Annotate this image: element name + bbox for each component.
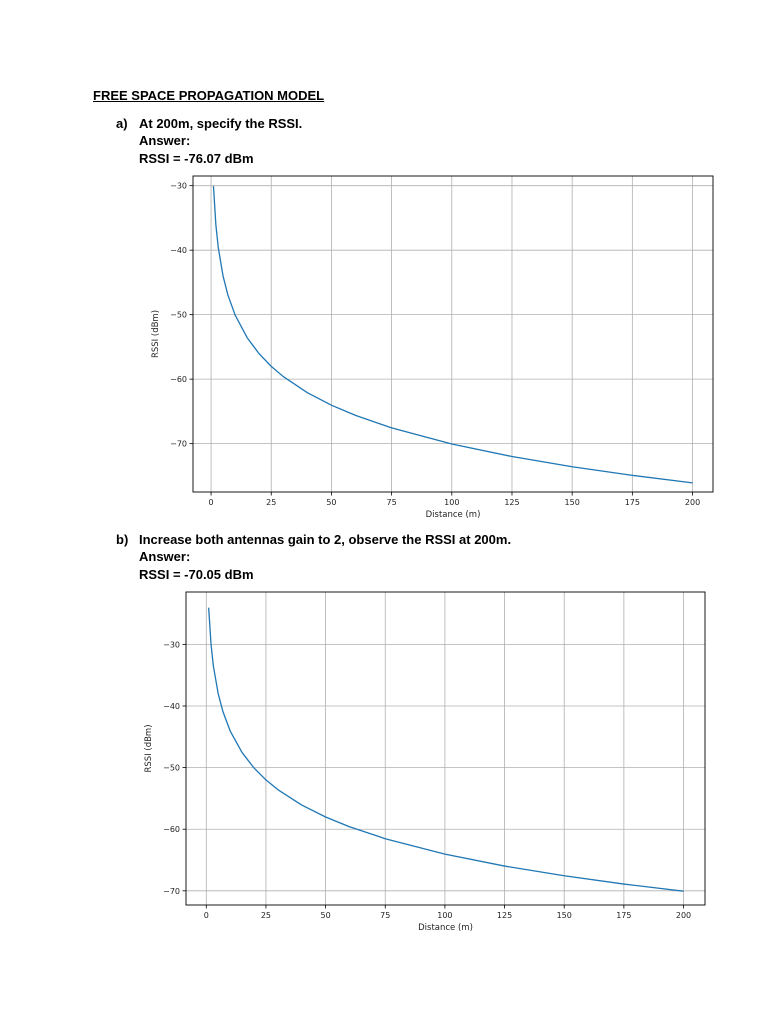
chart-a-xtick-label-4: 100 [444,498,459,507]
chart-a-xlabel: Distance (m) [426,510,481,520]
chart-b-ytick-label-4: −70 [163,887,180,896]
chart-a-ytick-label-4: −70 [170,440,187,449]
chart-b-xtick-label-3: 75 [380,911,390,920]
chart-b-series-line-0 [208,607,684,892]
question-b-text: Increase both antennas gain to 2, observ… [139,532,512,547]
chart-a-xtick-label-2: 50 [326,498,336,507]
chart-b-xtick-label-1: 25 [261,911,271,920]
chart-b-xtick-label-7: 175 [616,911,631,920]
question-b-answer: RSSI = -70.05 dBm [139,567,254,582]
document-title: FREE SPACE PROPAGATION MODEL [93,88,325,103]
chart-b-ytick-label-0: −30 [163,640,180,649]
question-b-answer-label: Answer: [139,549,191,564]
chart-b-ytick-label-3: −60 [163,825,180,834]
chart-a-xtick-label-8: 200 [685,498,700,507]
chart-a-xtick-label-7: 175 [625,498,640,507]
chart-b-xtick-label-0: 0 [204,911,209,920]
question-b-marker: b) [116,532,129,547]
chart-a-ytick-label-0: −30 [170,182,187,191]
chart-a-xtick-label-6: 150 [565,498,580,507]
question-a-answer-label: Answer: [139,133,191,148]
chart-a-frame [192,175,714,493]
question-a-marker: a) [116,116,128,131]
question-a-answer: RSSI = -76.07 dBm [139,151,254,166]
question-a-text: At 200m, specify the RSSI. [139,116,303,131]
chart-b-xtick-label-5: 125 [497,911,512,920]
chart-b-xlabel: Distance (m) [418,923,473,933]
chart-a-xtick-label-0: 0 [209,498,214,507]
chart-b-xtick-label-4: 100 [437,911,452,920]
chart-b-xtick-label-2: 50 [320,911,330,920]
chart-a-xtick-label-1: 25 [266,498,276,507]
chart-b-ylabel: RSSI (dBm) [144,724,154,772]
chart-a-ylabel: RSSI (dBm) [151,310,161,358]
chart-b-ytick-label-2: −50 [163,764,180,773]
chart-b-xtick-label-8: 200 [676,911,691,920]
chart-b-frame [185,591,706,906]
chart-a-ytick-label-2: −50 [170,311,187,320]
chart-b-ytick-label-1: −40 [163,702,180,711]
chart-a-xtick-label-5: 125 [504,498,519,507]
chart-a-ytick-label-1: −40 [170,246,187,255]
chart-b-xtick-label-6: 150 [557,911,572,920]
chart-a-series-line-0 [212,186,693,484]
chart-a-xtick-label-3: 75 [387,498,397,507]
chart-a-ytick-label-3: −60 [170,375,187,384]
